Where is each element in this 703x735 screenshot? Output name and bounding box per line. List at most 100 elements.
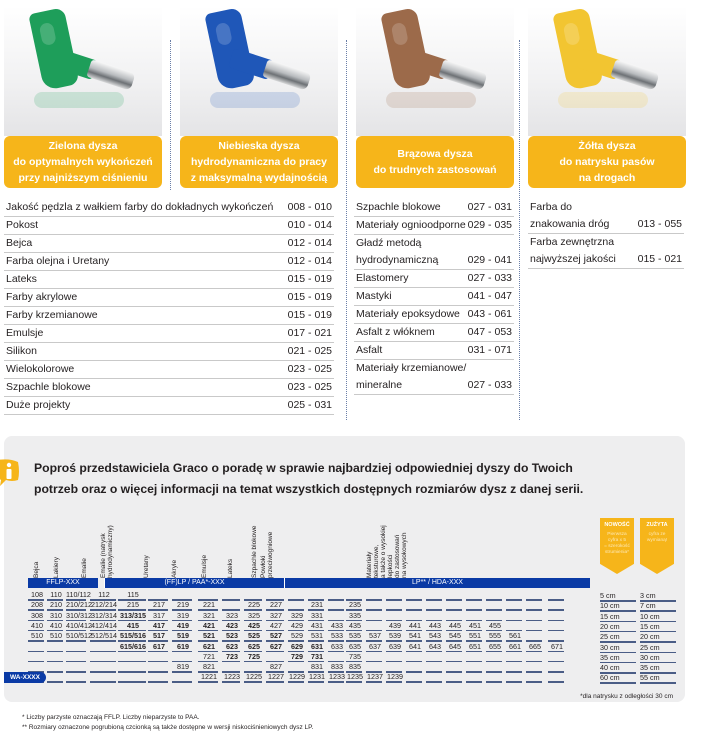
card-yellow-nozzle: Żółta dysza do natrysku pasów na drogach [524, 0, 690, 195]
series-bar-fflp: FFLP-XXX [28, 578, 98, 588]
row-rule [406, 609, 422, 611]
row-rule [548, 599, 564, 601]
column-header: Emalie [81, 558, 88, 578]
row-rule [486, 671, 502, 673]
column-header: Emulsje [201, 554, 208, 578]
blue-nozzle-icon [200, 7, 320, 108]
row-rule [346, 671, 362, 673]
size-range: 023 - 025 [287, 363, 332, 375]
row-rule [548, 629, 564, 632]
row-rule [172, 650, 192, 652]
row-rule [66, 629, 86, 632]
row-rule [222, 640, 240, 642]
row-rule [466, 650, 482, 652]
row-rule [148, 619, 168, 622]
list-item: Farby akrylowe 015 - 019 [4, 289, 334, 307]
spray-width-value: 25 cm [640, 642, 660, 652]
row-rule [148, 640, 168, 642]
size-cell: 221 [203, 600, 215, 610]
row-rule [148, 660, 168, 663]
application-name: Pokost [6, 219, 39, 231]
row-rule [640, 610, 676, 612]
size-cell: 327 [270, 610, 282, 620]
size-cell: 310/312 [66, 610, 92, 620]
row-rule [426, 629, 442, 632]
row-rule [28, 650, 44, 652]
size-cell: 619 [177, 641, 189, 651]
spray-width-value: 25 cm [600, 632, 620, 642]
row-rule [366, 599, 382, 601]
row-rule [47, 619, 63, 622]
size-cell: 645 [449, 641, 461, 651]
row-rule [346, 619, 362, 622]
row-rule [172, 681, 192, 683]
ribbon-subtitle: cyfra ze wymianą! [646, 532, 668, 543]
row-rule [548, 660, 564, 663]
row-rule [66, 619, 86, 622]
row-rule [172, 671, 192, 673]
row-rule [47, 599, 63, 601]
row-rule [118, 671, 146, 673]
row-rule [90, 650, 116, 652]
card-title-line: Brązowa dysza [397, 148, 473, 160]
row-rule [506, 660, 522, 663]
row-rule [66, 671, 86, 673]
row-rule [406, 599, 422, 601]
card-title-line: do natrysku pasów [559, 156, 655, 168]
size-cell: 539 [389, 631, 401, 641]
size-cell: 451 [469, 620, 481, 630]
row-rule [28, 671, 44, 673]
row-rule [198, 609, 218, 611]
row-rule [266, 609, 284, 611]
row-rule [526, 619, 542, 622]
size-cell: 455 [489, 620, 501, 630]
list-item: Farba olejna i Uretany 012 - 014 [4, 253, 334, 271]
column-header: Lateks [227, 558, 234, 578]
row-rule [328, 599, 344, 601]
application-name: Farba olejna i Uretany [6, 255, 110, 267]
row-rule [198, 599, 218, 601]
size-cell: 321 [203, 610, 215, 620]
row-rule [148, 671, 168, 673]
size-cell: 1239 [387, 672, 403, 682]
size-table-headers: Bejca Lakiery Emalie Emalie (natrysk hyd… [0, 506, 703, 578]
row-rule [406, 640, 422, 642]
row-rule [244, 650, 262, 652]
spray-width-value: 5 cm [600, 591, 616, 600]
size-cell: 617 [153, 641, 165, 651]
wa-series-badge: WA-XXXX [4, 672, 46, 683]
size-range: 029 - 041 [467, 254, 512, 266]
size-cell: 219 [177, 600, 189, 610]
size-cell: 641 [409, 641, 421, 651]
application-name: Farby akrylowe [6, 291, 78, 303]
row-rule [366, 660, 382, 663]
row-rule [466, 619, 482, 622]
row-rule [222, 650, 240, 652]
size-cell: 217 [153, 600, 165, 610]
card-title-line: na drogach [578, 172, 636, 184]
footnote: * Liczby parzyste oznaczają FFLP. Liczby… [22, 714, 200, 721]
size-cell: 331 [311, 610, 323, 620]
row-rule [386, 609, 402, 611]
size-cell: 323 [226, 610, 238, 620]
size-cell: 1225 [246, 672, 262, 682]
size-cell: 651 [469, 641, 481, 651]
row-rule [266, 619, 284, 622]
size-cell: 723 [226, 651, 238, 661]
row-rule [118, 629, 146, 632]
row-rule [526, 599, 542, 601]
row-rule [28, 619, 44, 622]
size-cell: 1229 [289, 672, 305, 682]
application-name: Gładź metodą hydrodynamiczną [356, 237, 439, 266]
distance-note: *dla natrysku z odległości 30 cm [580, 693, 673, 700]
row-rule [386, 660, 402, 663]
row-rule [288, 599, 304, 601]
size-cell: 541 [409, 631, 421, 641]
size-range: 010 - 014 [287, 219, 332, 231]
yellow-nozzle-icon [548, 7, 668, 108]
size-range: 047 - 053 [467, 326, 512, 338]
size-cell: 410/412 [66, 620, 92, 630]
size-cell: 551 [469, 631, 481, 641]
row-rule [222, 619, 240, 622]
nozzle-cards: Zielona dysza do optymalnych wykończeń p… [0, 0, 703, 420]
